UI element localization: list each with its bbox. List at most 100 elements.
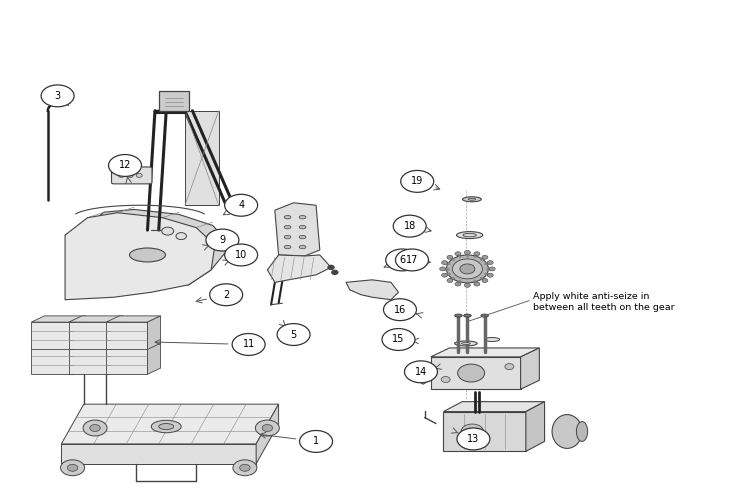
Circle shape (225, 244, 258, 266)
Polygon shape (106, 316, 161, 322)
Text: 1: 1 (313, 436, 319, 446)
Circle shape (118, 174, 124, 178)
Ellipse shape (463, 234, 477, 237)
Circle shape (41, 85, 74, 107)
Circle shape (61, 460, 84, 475)
Polygon shape (106, 340, 161, 347)
Circle shape (482, 278, 488, 282)
Polygon shape (72, 316, 86, 350)
Circle shape (393, 215, 426, 237)
Text: 6: 6 (399, 255, 405, 265)
Polygon shape (147, 316, 161, 350)
Polygon shape (32, 340, 86, 347)
Ellipse shape (552, 414, 582, 448)
Text: 11: 11 (242, 340, 255, 349)
Ellipse shape (468, 198, 476, 200)
Circle shape (487, 273, 493, 277)
Text: 10: 10 (235, 250, 247, 260)
Circle shape (460, 264, 475, 274)
Polygon shape (32, 347, 72, 374)
Polygon shape (520, 348, 539, 389)
Circle shape (328, 266, 334, 270)
Circle shape (489, 267, 495, 271)
Polygon shape (444, 412, 526, 452)
Polygon shape (65, 212, 215, 300)
Circle shape (83, 420, 107, 436)
Polygon shape (106, 322, 147, 349)
Text: 19: 19 (411, 176, 423, 186)
Circle shape (458, 364, 484, 382)
Circle shape (176, 232, 186, 239)
Circle shape (210, 284, 243, 306)
Ellipse shape (464, 314, 472, 317)
Text: 3: 3 (54, 91, 61, 101)
Polygon shape (32, 322, 72, 349)
Ellipse shape (299, 246, 306, 249)
Circle shape (447, 278, 453, 282)
Ellipse shape (456, 232, 483, 238)
Circle shape (382, 328, 415, 350)
Circle shape (206, 229, 239, 251)
Ellipse shape (284, 216, 291, 219)
Circle shape (384, 298, 417, 320)
Text: 5: 5 (290, 330, 297, 340)
Ellipse shape (284, 236, 291, 239)
Circle shape (233, 460, 257, 475)
Circle shape (256, 420, 279, 436)
Polygon shape (62, 444, 256, 464)
Circle shape (232, 334, 265, 355)
Circle shape (277, 324, 310, 345)
Polygon shape (32, 316, 86, 322)
Circle shape (240, 464, 250, 471)
Polygon shape (81, 210, 232, 289)
Circle shape (474, 282, 480, 286)
FancyBboxPatch shape (111, 167, 152, 184)
Text: 16: 16 (394, 304, 406, 314)
Polygon shape (185, 111, 219, 205)
Polygon shape (431, 357, 520, 389)
Ellipse shape (151, 420, 181, 432)
Circle shape (440, 267, 446, 271)
Circle shape (441, 376, 450, 382)
Polygon shape (106, 347, 147, 374)
Ellipse shape (284, 246, 291, 249)
Circle shape (89, 424, 100, 432)
Polygon shape (147, 340, 161, 374)
Ellipse shape (462, 342, 471, 344)
Text: 4: 4 (238, 200, 244, 210)
Circle shape (68, 464, 77, 471)
Polygon shape (416, 372, 431, 384)
Polygon shape (69, 322, 110, 349)
Circle shape (136, 174, 142, 178)
Circle shape (447, 255, 488, 283)
Polygon shape (431, 348, 539, 357)
Polygon shape (72, 340, 86, 374)
Circle shape (225, 194, 258, 216)
Circle shape (461, 424, 484, 439)
Ellipse shape (481, 314, 488, 317)
Text: 13: 13 (467, 434, 480, 444)
Ellipse shape (129, 248, 165, 262)
Circle shape (482, 256, 488, 260)
Circle shape (465, 284, 471, 288)
Polygon shape (256, 404, 278, 464)
Circle shape (108, 154, 141, 176)
Polygon shape (444, 402, 544, 411)
Circle shape (386, 249, 419, 271)
Circle shape (447, 256, 453, 260)
Circle shape (455, 282, 461, 286)
Text: 14: 14 (415, 367, 427, 377)
Ellipse shape (299, 226, 306, 229)
Polygon shape (110, 316, 123, 350)
Circle shape (457, 428, 490, 450)
Circle shape (405, 361, 438, 383)
Ellipse shape (455, 314, 462, 317)
Ellipse shape (284, 226, 291, 229)
Ellipse shape (484, 338, 499, 342)
Polygon shape (62, 404, 278, 444)
Circle shape (441, 273, 447, 277)
Circle shape (396, 249, 429, 271)
Circle shape (332, 270, 338, 274)
Circle shape (401, 170, 434, 192)
Ellipse shape (455, 341, 478, 346)
